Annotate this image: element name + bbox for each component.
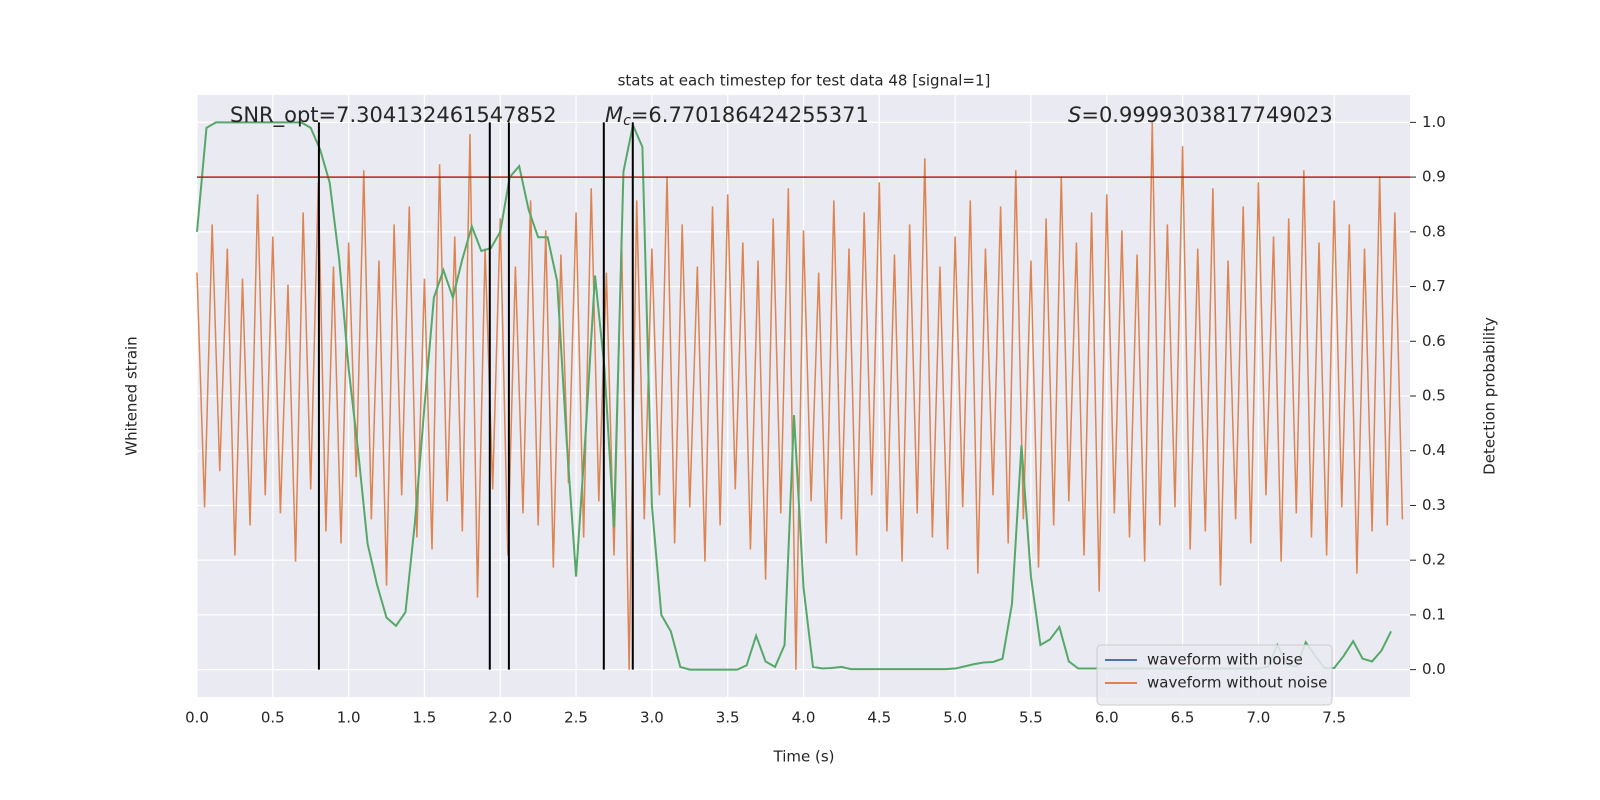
annotation-value: =0.9999303817749023 — [1081, 103, 1332, 127]
legend-label: waveform with noise — [1147, 651, 1303, 669]
y2-axis-label: Detection probability — [1481, 317, 1499, 475]
y2-tick-label: 0.1 — [1422, 605, 1446, 623]
x-tick-label: 3.5 — [716, 709, 740, 727]
x-tick-label: 7.0 — [1246, 709, 1270, 727]
y2-tick-label: 0.3 — [1422, 496, 1446, 514]
x-tick-label: 4.0 — [792, 709, 816, 727]
annotation: SNR_opt=7.304132461547852 — [230, 103, 557, 128]
annotation-symbol: M — [605, 103, 623, 127]
annotation-symbol: S — [1068, 103, 1081, 127]
y2-tick-label: 1.0 — [1422, 113, 1446, 131]
annotation-subscript: c — [623, 113, 631, 129]
y2-tick-label: 0.9 — [1422, 168, 1446, 186]
legend: waveform with noise waveform without nois… — [1096, 644, 1333, 706]
legend-box — [1096, 644, 1333, 706]
y2-tick-label: 0.6 — [1422, 332, 1446, 350]
legend-label: waveform without noise — [1147, 674, 1327, 692]
x-tick-label: 7.5 — [1322, 709, 1346, 727]
x-tick-label: 2.5 — [564, 709, 588, 727]
series-line — [196, 122, 1404, 670]
x-axis-label: Time (s) — [773, 748, 835, 766]
x-tick-label: 0.0 — [185, 709, 209, 727]
x-tick-label: 1.0 — [337, 709, 361, 727]
y2-tick-label: 0.0 — [1422, 660, 1446, 678]
x-tick-label: 4.5 — [867, 709, 891, 727]
x-tick-label: 6.0 — [1095, 709, 1119, 727]
y2-tick-label: 0.4 — [1422, 441, 1446, 459]
x-tick-label: 6.5 — [1171, 709, 1195, 727]
y2-tick-label: 0.7 — [1422, 277, 1446, 295]
chart-title: stats at each timestep for test data 48 … — [618, 72, 991, 90]
x-tick-label: 0.5 — [261, 709, 285, 727]
y2-tick-label: 0.5 — [1422, 387, 1446, 405]
y-axis-label: Whitened strain — [123, 336, 141, 455]
y2-tick-label: 0.8 — [1422, 222, 1446, 240]
x-tick-label: 2.0 — [488, 709, 512, 727]
y2-tick-label: 0.2 — [1422, 551, 1446, 569]
x-tick-label: 3.0 — [640, 709, 664, 727]
annotation: S=0.9999303817749023 — [1068, 103, 1333, 127]
x-tick-label: 1.5 — [413, 709, 437, 727]
x-tick-label: 5.0 — [943, 709, 967, 727]
annotation-value: =6.770186424255371 — [631, 103, 869, 127]
annotation: Mc=6.770186424255371 — [605, 103, 869, 129]
x-tick-label: 5.5 — [1019, 709, 1043, 727]
